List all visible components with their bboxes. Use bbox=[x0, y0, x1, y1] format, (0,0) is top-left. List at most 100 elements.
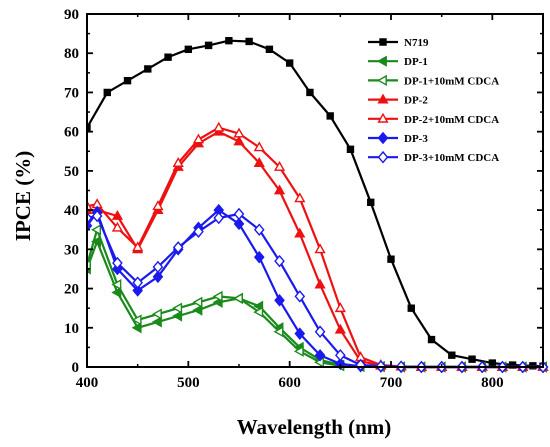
data-point bbox=[172, 302, 183, 314]
y-tick-label: 70 bbox=[64, 85, 79, 101]
data-point bbox=[213, 121, 225, 132]
data-point bbox=[151, 308, 162, 320]
data-point bbox=[274, 254, 285, 268]
data-point bbox=[274, 294, 285, 307]
data-point bbox=[192, 133, 205, 144]
plot-area bbox=[87, 36, 549, 373]
legend-marker bbox=[376, 74, 387, 86]
series-line bbox=[87, 228, 543, 369]
y-tick-label: 90 bbox=[64, 7, 79, 23]
legend-label: DP-3+10mM CDCA bbox=[404, 152, 499, 164]
data-point bbox=[164, 53, 172, 61]
data-point bbox=[111, 221, 123, 232]
data-point bbox=[131, 314, 142, 326]
data-point bbox=[387, 255, 395, 263]
legend-marker bbox=[377, 93, 389, 104]
legend-item-5: DP-3 bbox=[368, 131, 428, 145]
data-point bbox=[427, 335, 436, 344]
data-point bbox=[151, 316, 162, 328]
series-line bbox=[87, 39, 544, 368]
legend-item-4: DP-2+10mM CDCA bbox=[368, 112, 499, 126]
legend: N719 DP-1 DP-1+10mM CDCA DP-2 DP-2+10mM CDCA… bbox=[368, 37, 499, 164]
data-point bbox=[87, 211, 93, 225]
y-tick-label: 40 bbox=[64, 203, 79, 219]
legend-label: N719 bbox=[404, 37, 429, 49]
data-point bbox=[152, 200, 164, 211]
legend-item-6: DP-3+10mM CDCA bbox=[368, 150, 499, 164]
data-point bbox=[367, 198, 375, 206]
data-point bbox=[273, 160, 286, 171]
data-point bbox=[448, 351, 456, 359]
x-tick-label: 600 bbox=[278, 375, 301, 391]
data-point bbox=[233, 217, 245, 231]
series-line bbox=[87, 240, 543, 369]
data-point bbox=[253, 250, 265, 264]
data-point bbox=[132, 276, 143, 289]
data-point bbox=[407, 304, 415, 312]
y-tick-label: 50 bbox=[64, 164, 79, 180]
data-point bbox=[103, 88, 111, 97]
data-point bbox=[326, 112, 334, 120]
legend-marker bbox=[377, 131, 389, 145]
data-point bbox=[91, 224, 102, 236]
data-point bbox=[172, 157, 184, 167]
legend-label: DP-3 bbox=[404, 133, 428, 145]
data-point bbox=[233, 207, 245, 221]
data-point bbox=[172, 241, 184, 254]
data-point bbox=[253, 157, 265, 167]
data-point bbox=[306, 88, 314, 97]
data-point bbox=[111, 279, 122, 291]
legend-label: DP-2+10mM CDCA bbox=[404, 114, 499, 126]
data-point bbox=[123, 76, 132, 85]
legend-item-2: DP-1+10mM CDCA bbox=[368, 74, 499, 87]
y-tick-label: 20 bbox=[64, 282, 79, 298]
y-tick-label: 60 bbox=[64, 125, 79, 141]
legend-marker bbox=[379, 38, 387, 46]
legend-item-0: N719 bbox=[368, 37, 429, 49]
legend-item-1: DP-1 bbox=[368, 55, 428, 68]
data-point bbox=[212, 290, 223, 302]
series-0 bbox=[87, 36, 547, 370]
data-point bbox=[112, 256, 123, 270]
data-point bbox=[294, 192, 306, 203]
data-point bbox=[132, 284, 143, 297]
y-tick-label: 30 bbox=[64, 242, 79, 258]
series-1 bbox=[87, 235, 547, 373]
data-point bbox=[111, 209, 123, 220]
data-point bbox=[232, 292, 243, 304]
data-point bbox=[225, 36, 233, 45]
data-point bbox=[285, 59, 294, 67]
data-point bbox=[468, 355, 476, 363]
data-point bbox=[144, 65, 152, 73]
data-point bbox=[91, 209, 103, 223]
x-tick-label: 800 bbox=[481, 375, 504, 391]
data-point bbox=[184, 45, 193, 53]
data-point bbox=[334, 323, 346, 334]
x-tick-label: 700 bbox=[380, 375, 403, 391]
legend-marker bbox=[376, 55, 387, 67]
axis-ticks: 400 500 600 700 800 0 10 20 30 40 50 60 70 80 90 bbox=[64, 7, 543, 391]
data-point bbox=[314, 278, 326, 289]
data-point bbox=[273, 326, 284, 338]
data-point bbox=[265, 45, 274, 53]
data-point bbox=[111, 286, 122, 299]
data-point bbox=[253, 306, 264, 318]
data-point bbox=[314, 348, 326, 362]
data-point bbox=[294, 327, 306, 340]
y-tick-label: 10 bbox=[64, 321, 79, 337]
x-axis-label: Wavelength (nm) bbox=[237, 415, 392, 439]
data-point bbox=[132, 241, 144, 252]
data-point bbox=[131, 322, 142, 334]
data-point bbox=[192, 304, 203, 316]
data-point bbox=[245, 37, 253, 46]
legend-marker bbox=[377, 150, 389, 164]
data-point bbox=[335, 348, 346, 362]
legend-label: DP-2 bbox=[404, 95, 428, 107]
data-point bbox=[233, 127, 245, 138]
data-point bbox=[293, 345, 304, 357]
data-point bbox=[253, 141, 265, 152]
data-point bbox=[334, 302, 346, 313]
y-axis-label: IPCE (%) bbox=[11, 151, 35, 241]
data-point bbox=[346, 145, 355, 154]
